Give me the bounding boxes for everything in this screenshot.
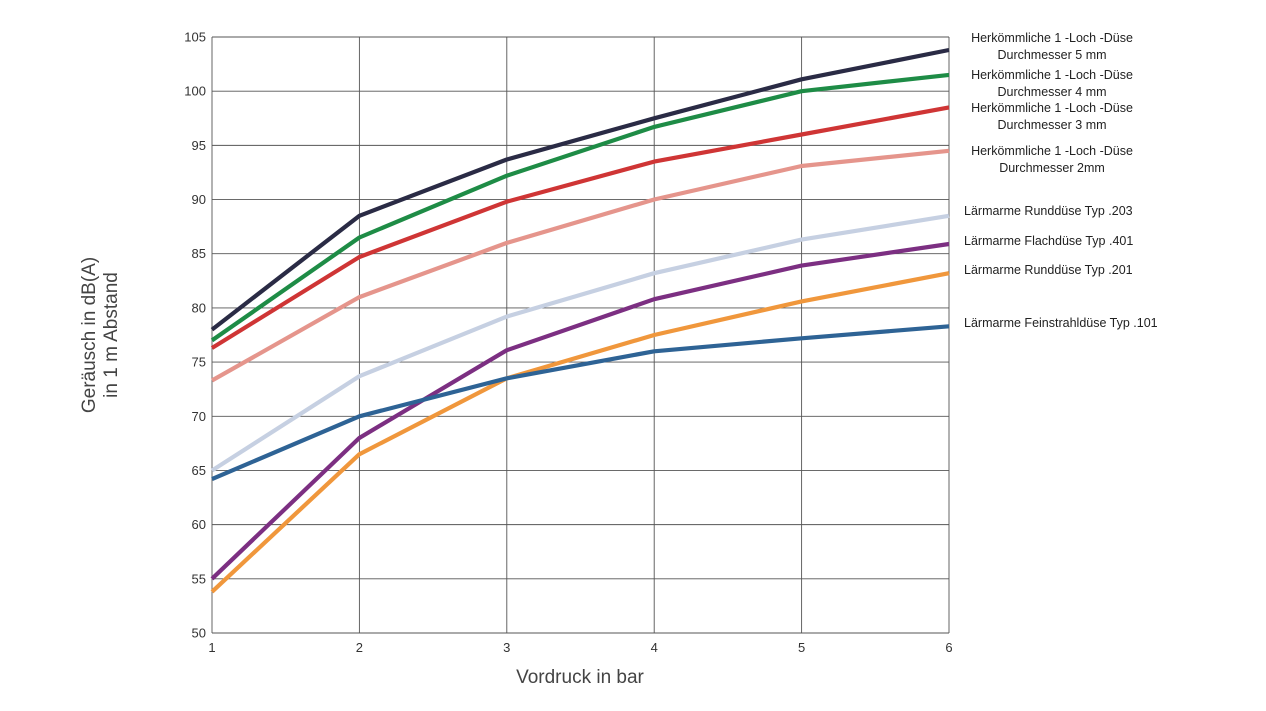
series-line-7 xyxy=(210,271,950,594)
legend-entry-1-line-1: Herkömmliche 1 -Loch -Düse xyxy=(971,31,1133,45)
y-tick-label: 60 xyxy=(192,517,206,532)
series-line-1 xyxy=(210,47,950,332)
y-tick-label: 85 xyxy=(192,246,206,261)
y-tick-label: 95 xyxy=(192,138,206,153)
y-tick-label: 105 xyxy=(184,30,206,45)
y-tick-label: 70 xyxy=(192,409,206,424)
series-line-3 xyxy=(210,105,950,350)
legend-entry-4-line-2: Durchmesser 2mm xyxy=(999,161,1105,175)
legend-entry-3-line-1: Herkömmliche 1 -Loch -Düse xyxy=(971,101,1133,115)
series-line-6 xyxy=(210,241,950,581)
y-tick-label: 90 xyxy=(192,192,206,207)
legend-entry-5-line-1: Lärmarme Runddüse Typ .203 xyxy=(964,204,1133,218)
legend-entry-7-line-1: Lärmarme Runddüse Typ .201 xyxy=(964,263,1133,277)
x-tick-label: 1 xyxy=(208,640,215,655)
y-tick-label: 65 xyxy=(192,463,206,478)
x-tick-label: 3 xyxy=(503,640,510,655)
series-line-4 xyxy=(210,148,950,383)
legend: Herkömmliche 1 -Loch -Düse Durchmesser 5 … xyxy=(964,31,1158,330)
tick-labels: 50 55 60 65 70 75 80 85 90 95 100 105 1 2 3 4 5 6 xyxy=(184,30,952,656)
legend-entry-2-line-2: Durchmesser 4 mm xyxy=(997,85,1106,99)
legend-entry-8-line-1: Lärmarme Feinstrahldüse Typ .101 xyxy=(964,316,1158,330)
x-axis-title: Vordruck in bar xyxy=(516,667,644,688)
legend-entry-2-line-1: Herkömmliche 1 -Loch -Düse xyxy=(971,68,1133,82)
legend-entry-6-line-1: Lärmarme Flachdüse Typ .401 xyxy=(964,234,1133,248)
y-axis-title-line-2: in 1 m Abstand xyxy=(101,272,122,398)
series-line-5 xyxy=(210,213,950,473)
y-axis-title-line-1: Geräusch in dB(A) xyxy=(79,257,100,413)
y-axis-title: Geräusch in dB(A) in 1 m Abstand xyxy=(79,257,122,413)
y-tick-label: 50 xyxy=(192,626,206,641)
series-line-8 xyxy=(211,324,950,482)
y-tick-label: 75 xyxy=(192,355,206,370)
x-tick-label: 2 xyxy=(356,640,363,655)
y-tick-label: 55 xyxy=(192,571,206,586)
legend-entry-4-line-1: Herkömmliche 1 -Loch -Düse xyxy=(971,144,1133,158)
x-tick-label: 4 xyxy=(651,640,658,655)
legend-entry-1-line-2: Durchmesser 5 mm xyxy=(997,48,1106,62)
x-tick-label: 6 xyxy=(945,640,952,655)
grid xyxy=(211,36,950,634)
series-lines xyxy=(210,47,950,594)
y-tick-label: 100 xyxy=(184,84,206,99)
x-tick-label: 5 xyxy=(798,640,805,655)
series-line-2 xyxy=(210,72,950,343)
legend-entry-3-line-2: Durchmesser 3 mm xyxy=(997,118,1106,132)
y-tick-label: 80 xyxy=(192,300,206,315)
